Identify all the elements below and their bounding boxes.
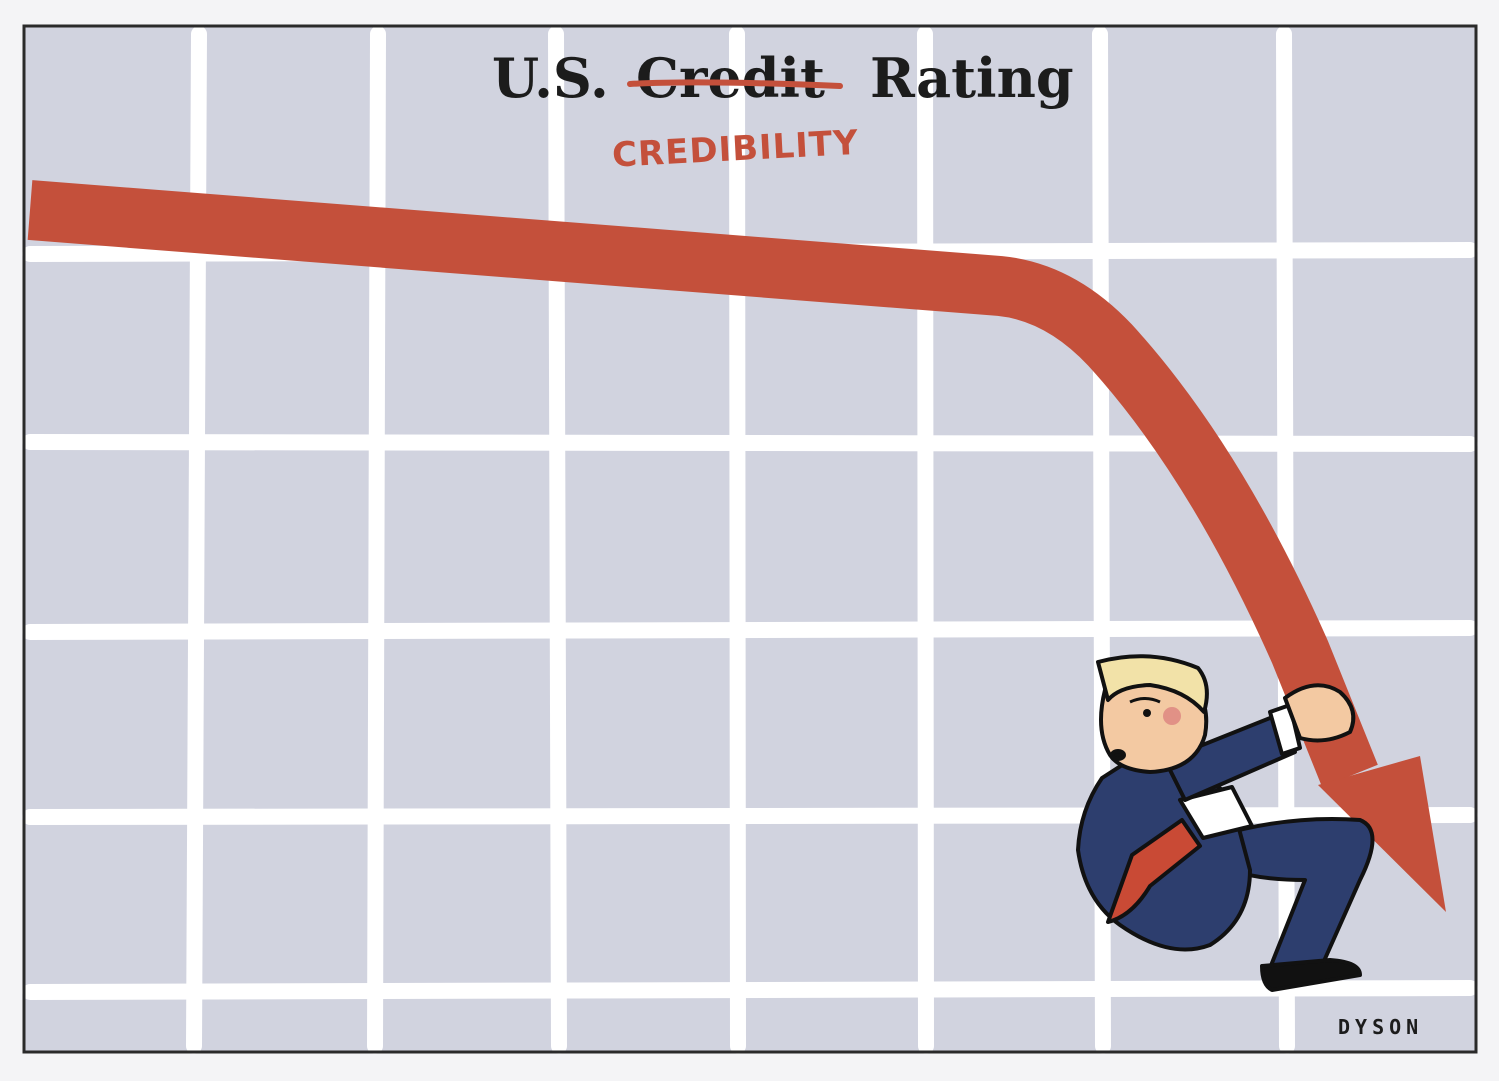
- panel-frame: [22, 24, 1478, 1054]
- face-details: [1129, 697, 1181, 725]
- declining-trend-arrow: [27, 180, 1378, 788]
- title-suffix: Rating: [870, 46, 1074, 110]
- strikethrough-line: [627, 79, 843, 89]
- title-prefix: U.S.: [492, 46, 609, 110]
- caricature-figure: [1076, 654, 1375, 992]
- artist-signature: DYSON: [1338, 1015, 1423, 1039]
- title-struck-word: Credit: [636, 46, 825, 110]
- arrow-head: [1318, 756, 1446, 912]
